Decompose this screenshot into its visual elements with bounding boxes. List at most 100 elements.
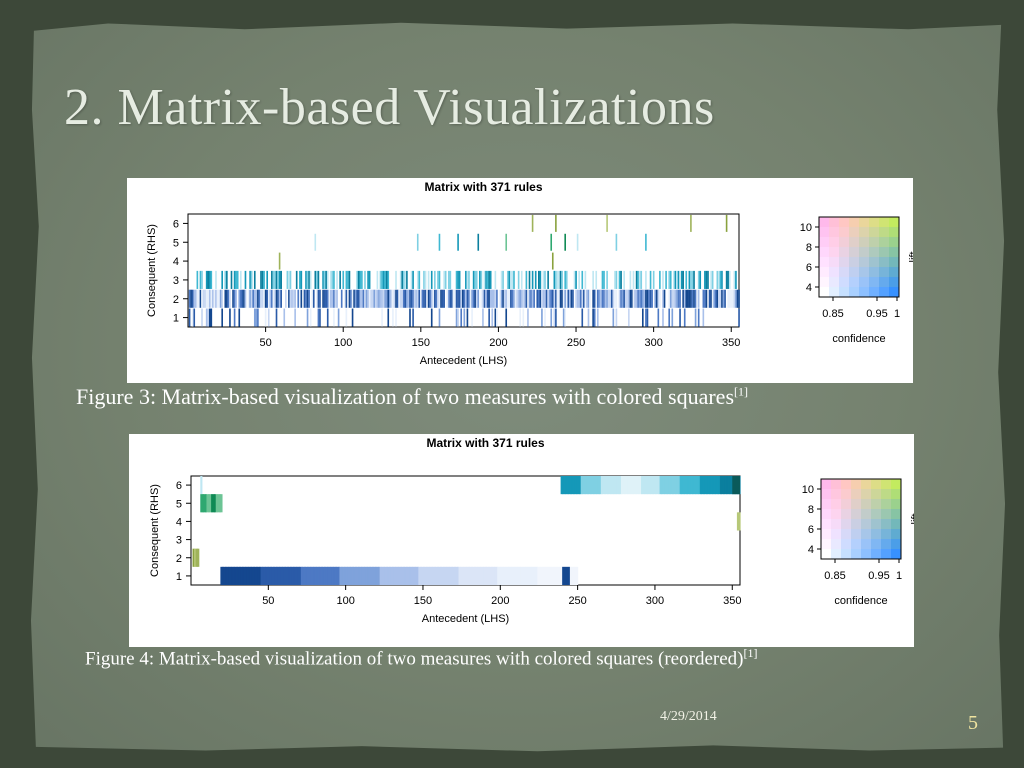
heatmap-cell <box>316 270 318 289</box>
legend-cell <box>831 529 841 539</box>
heatmap-cell <box>454 289 456 308</box>
legend-cell <box>841 499 851 509</box>
heatmap-cell <box>586 289 588 308</box>
heatmap-cell <box>704 476 707 495</box>
heatmap-cell <box>511 289 514 308</box>
heatmap-cell <box>528 270 531 289</box>
heatmap-cell <box>550 289 553 308</box>
heatmap-cell <box>404 289 407 308</box>
heatmap-cell <box>733 270 736 289</box>
heatmap-cell <box>472 289 475 308</box>
heatmap-cell <box>460 289 463 308</box>
heatmap-cell <box>707 476 710 495</box>
heatmap-cell <box>626 289 629 308</box>
figure-3-citation[interactable]: [1] <box>734 384 749 399</box>
heatmap-cell <box>526 566 529 585</box>
heatmap-cell <box>439 566 443 585</box>
legend-cell <box>871 489 881 499</box>
heatmap-cell <box>649 270 652 289</box>
heatmap-cell <box>498 566 501 585</box>
heatmap-cell <box>699 270 702 289</box>
heatmap-cell <box>545 289 548 308</box>
legend-cell <box>831 519 841 529</box>
heatmap-cell <box>631 289 633 308</box>
heatmap-cell <box>583 476 586 495</box>
legend-cell <box>839 267 849 277</box>
legend-y-tick-label: 4 <box>808 544 814 556</box>
legend-cell <box>879 257 889 267</box>
heatmap-cell <box>196 270 199 289</box>
heatmap-cell <box>261 289 264 308</box>
heatmap-cell <box>299 566 302 585</box>
heatmap-cell <box>724 476 727 495</box>
heatmap-cell <box>421 566 424 585</box>
heatmap-cell <box>359 289 362 308</box>
heatmap-cell <box>390 566 393 585</box>
heatmap-cell <box>576 566 579 585</box>
heatmap-cell <box>351 308 354 327</box>
heatmap-cell <box>559 289 562 308</box>
legend-cell <box>869 247 879 257</box>
heatmap-cell <box>694 308 697 327</box>
heatmap-cell <box>565 289 568 308</box>
heatmap-cell <box>379 289 382 308</box>
heatmap-cell <box>691 270 694 289</box>
heatmap-cell <box>587 289 590 308</box>
heatmap-cell <box>278 270 281 289</box>
heatmap-cell <box>362 566 365 585</box>
heatmap-cell <box>669 270 672 289</box>
legend-cell <box>851 499 861 509</box>
heatmap-cell <box>600 289 602 308</box>
heatmap-cell <box>468 270 470 289</box>
heatmap-cell <box>193 289 196 308</box>
heatmap-cell <box>268 566 271 585</box>
heatmap-cell <box>368 566 371 585</box>
heatmap-cell <box>641 308 644 327</box>
legend-cell <box>839 237 849 247</box>
heatmap-cell <box>370 566 373 585</box>
legend-cell <box>841 539 851 549</box>
heatmap-cell <box>436 566 440 585</box>
heatmap-cell <box>673 289 675 308</box>
heatmap-cell <box>260 566 263 585</box>
heatmap-cell <box>629 270 632 289</box>
heatmap-cell <box>646 308 649 327</box>
legend-cell <box>821 529 831 539</box>
heatmap-cell <box>603 289 605 308</box>
heatmap-cell <box>263 270 265 289</box>
heatmap-cell <box>614 476 617 495</box>
heatmap-cell <box>624 289 627 308</box>
legend-cell <box>821 509 831 519</box>
heatmap-cell <box>563 476 566 495</box>
figure-4-citation[interactable]: [1] <box>743 646 758 660</box>
heatmap-cell <box>458 566 461 585</box>
heatmap-cell <box>485 270 487 289</box>
heatmap-cell <box>402 566 406 585</box>
heatmap-cell <box>735 289 737 308</box>
heatmap-cell <box>601 289 604 308</box>
heatmap-cell <box>235 289 237 308</box>
legend-cell <box>859 247 869 257</box>
heatmap-cell <box>409 289 411 308</box>
heatmap-cell <box>474 270 476 289</box>
heatmap-cell <box>226 566 229 585</box>
heatmap-cell <box>367 289 369 308</box>
x-tick-label: 350 <box>723 595 741 607</box>
heatmap-cell <box>547 270 549 289</box>
heatmap-cell <box>406 270 408 289</box>
heatmap-cell <box>302 566 305 585</box>
heatmap-cell <box>289 566 293 585</box>
heatmap-cell <box>207 270 210 289</box>
heatmap-cell <box>381 289 383 308</box>
heatmap-cell <box>704 289 706 308</box>
heatmap-cell <box>221 289 224 308</box>
heatmap-cell <box>392 289 394 308</box>
heatmap-cell <box>584 289 587 308</box>
heatmap-cell <box>447 289 450 308</box>
heatmap-cell <box>384 270 386 289</box>
heatmap-cell <box>488 270 490 289</box>
heatmap-cell <box>575 289 577 308</box>
heatmap-cell <box>309 308 312 327</box>
heatmap-cell <box>375 566 378 585</box>
heatmap-cell <box>325 566 328 585</box>
